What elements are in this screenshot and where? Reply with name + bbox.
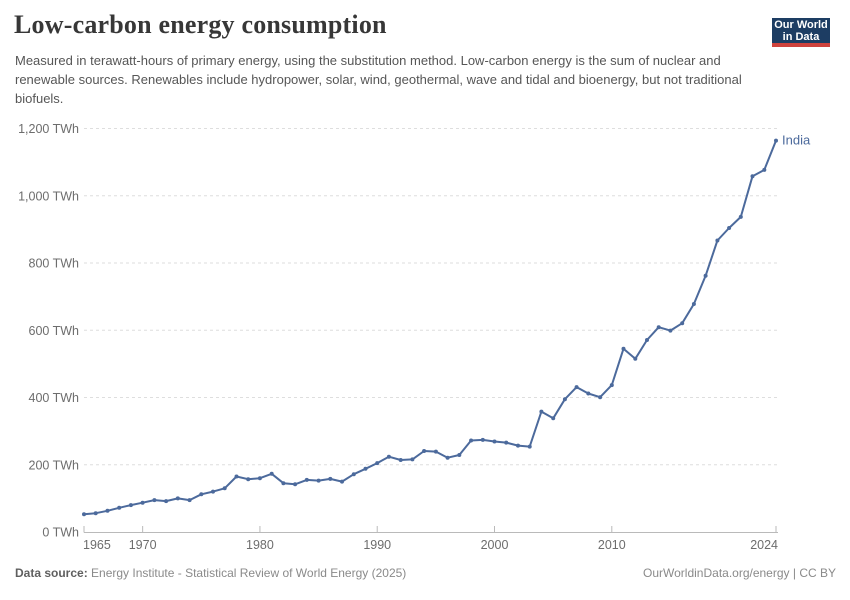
data-point-marker[interactable]	[738, 214, 743, 219]
chart-subtitle: Measured in terawatt-hours of primary en…	[15, 53, 742, 106]
y-axis-label: 800 TWh	[29, 257, 80, 271]
data-point-marker[interactable]	[105, 508, 110, 513]
x-axis-label: 1970	[129, 538, 157, 552]
x-axis-label: 2024	[750, 538, 778, 552]
x-axis-label: 2000	[481, 538, 509, 552]
data-point-marker[interactable]	[609, 383, 614, 388]
data-point-marker[interactable]	[445, 455, 450, 460]
data-point-marker[interactable]	[386, 454, 391, 459]
data-point-marker[interactable]	[328, 476, 333, 481]
data-point-marker[interactable]	[527, 444, 532, 449]
data-point-marker[interactable]	[82, 512, 86, 517]
data-point-marker[interactable]	[363, 466, 368, 471]
y-axis-label: 600 TWh	[29, 324, 80, 338]
data-point-marker[interactable]	[774, 138, 778, 143]
data-point-marker[interactable]	[469, 438, 474, 443]
data-point-marker[interactable]	[199, 492, 204, 497]
data-point-marker[interactable]	[281, 481, 286, 486]
data-point-marker[interactable]	[457, 453, 462, 457]
data-point-marker[interactable]	[410, 457, 415, 462]
data-point-marker[interactable]	[539, 409, 544, 414]
data-point-marker[interactable]	[633, 356, 638, 361]
data-point-marker[interactable]	[433, 449, 438, 454]
data-point-marker[interactable]	[598, 395, 603, 400]
data-point-marker[interactable]	[152, 498, 157, 503]
y-axis-label: 1,200 TWh	[18, 122, 79, 136]
data-point-marker[interactable]	[562, 397, 567, 402]
data-point-marker[interactable]	[680, 321, 685, 326]
data-point-marker[interactable]	[117, 505, 122, 510]
data-source-label: Data source:	[15, 566, 88, 580]
series-label-india[interactable]: India	[782, 133, 811, 148]
owid-logo[interactable]: Our World in Data	[772, 18, 830, 47]
data-point-marker[interactable]	[551, 416, 556, 421]
data-point-marker[interactable]	[480, 437, 485, 442]
y-axis-label: 200 TWh	[29, 458, 80, 472]
y-axis-label: 1,000 TWh	[18, 189, 79, 203]
y-axis-label: 400 TWh	[29, 391, 80, 405]
y-axis-label: 0 TWh	[42, 526, 79, 540]
data-point-marker[interactable]	[715, 238, 720, 243]
data-point-marker[interactable]	[750, 174, 755, 179]
x-axis-label: 2010	[598, 538, 626, 552]
data-point-marker[interactable]	[645, 338, 649, 342]
data-point-marker[interactable]	[492, 439, 497, 444]
data-point-marker[interactable]	[762, 167, 767, 172]
logo-line-2: in Data	[782, 30, 820, 43]
data-point-marker[interactable]	[504, 440, 509, 445]
data-point-marker[interactable]	[574, 385, 579, 390]
data-point-marker[interactable]	[187, 498, 192, 503]
data-point-marker[interactable]	[316, 478, 321, 483]
data-point-marker[interactable]	[257, 476, 262, 481]
x-axis-label: 1990	[363, 538, 391, 552]
data-point-marker[interactable]	[351, 472, 356, 477]
data-point-marker[interactable]	[398, 458, 403, 462]
data-point-marker[interactable]	[304, 477, 309, 482]
data-point-marker[interactable]	[222, 486, 227, 491]
page-title: Low-carbon energy consumption	[14, 10, 387, 39]
data-point-marker[interactable]	[621, 346, 626, 351]
data-point-marker[interactable]	[375, 461, 380, 466]
data-point-marker[interactable]	[246, 477, 251, 482]
data-point-marker[interactable]	[175, 496, 180, 501]
chart-footer: Data source: Energy Institute - Statisti…	[15, 566, 836, 580]
data-point-marker[interactable]	[516, 443, 520, 448]
data-point-marker[interactable]	[703, 273, 708, 278]
data-point-marker[interactable]	[164, 499, 169, 504]
data-point-marker[interactable]	[269, 471, 274, 476]
data-point-marker[interactable]	[422, 449, 427, 453]
data-point-marker[interactable]	[211, 489, 215, 494]
data-point-marker[interactable]	[727, 226, 732, 230]
data-source-text: Energy Institute - Statistical Review of…	[87, 566, 407, 580]
data-point-marker[interactable]	[340, 479, 344, 484]
data-point-marker[interactable]	[140, 500, 145, 505]
data-point-marker[interactable]	[93, 511, 98, 516]
data-point-marker[interactable]	[234, 474, 239, 479]
data-point-marker[interactable]	[128, 503, 133, 508]
data-point-marker[interactable]	[656, 325, 661, 330]
data-point-marker[interactable]	[668, 328, 673, 333]
x-axis-label: 1965	[83, 538, 111, 552]
credit-link[interactable]: OurWorldinData.org/energy | CC BY	[643, 566, 836, 580]
data-point-marker[interactable]	[691, 302, 696, 306]
chart-line-india[interactable]	[83, 139, 777, 516]
data-source: Data source: Energy Institute - Statisti…	[15, 566, 406, 580]
data-point-marker[interactable]	[586, 391, 591, 396]
x-axis-label: 1980	[246, 538, 274, 552]
logo-line-1: Our World	[774, 18, 828, 31]
data-point-marker[interactable]	[293, 482, 298, 487]
